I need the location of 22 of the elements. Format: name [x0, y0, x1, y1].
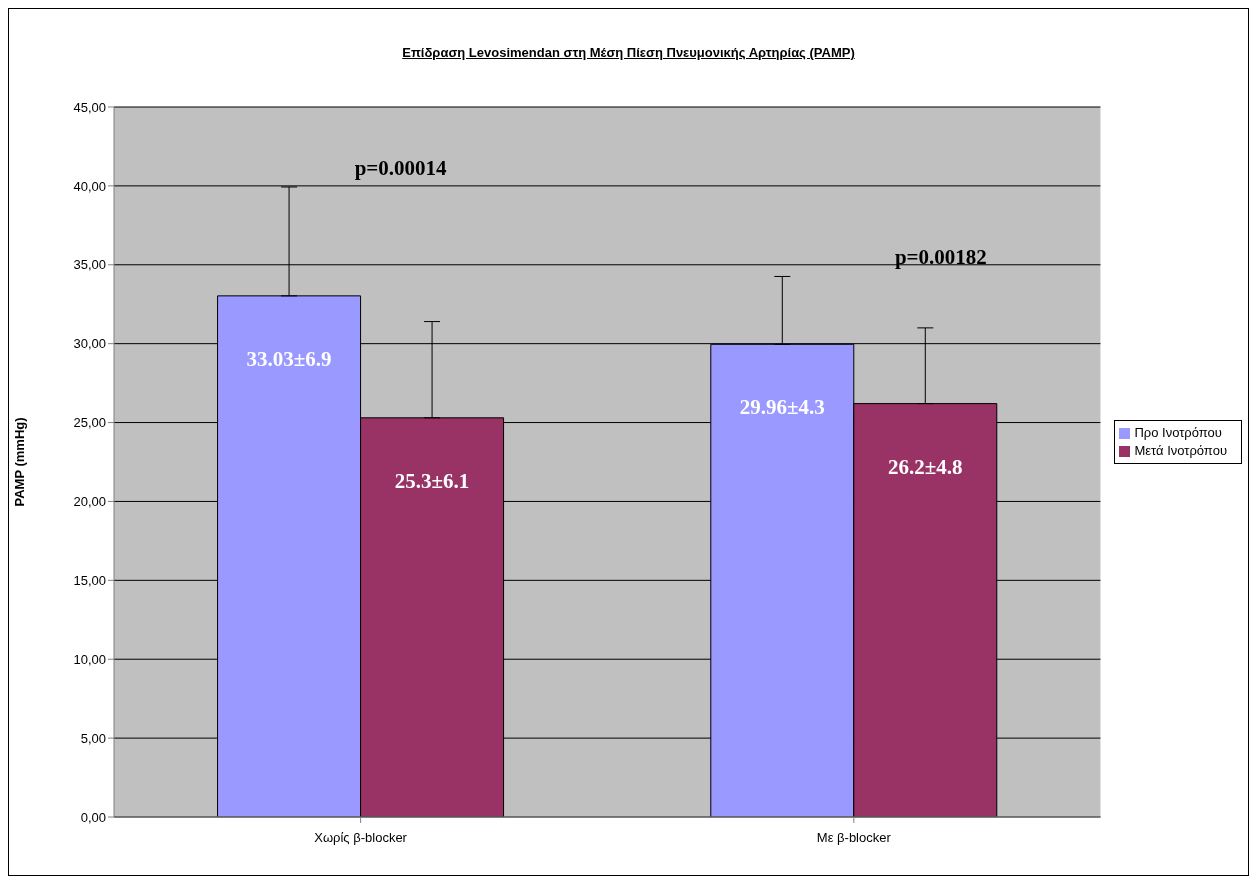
annotation: p=0.00014 [354, 155, 448, 180]
y-tick-label: 10,00 [73, 651, 106, 667]
y-tick-label: 25,00 [73, 415, 106, 431]
data-label: 25.3±6.1 [394, 468, 470, 493]
y-tick-label: 35,00 [73, 257, 106, 273]
annotation: p=0.00182 [894, 245, 987, 270]
x-tick-label: Χωρίς β-blocker [314, 830, 408, 846]
data-label: 33.03±6.9 [246, 346, 332, 371]
y-tick-label: 5,00 [80, 730, 106, 746]
y-tick-label: 20,00 [73, 494, 106, 510]
y-axis-title: PAMP (mmHg) [11, 417, 27, 507]
y-tick-label: 40,00 [73, 178, 106, 194]
data-label: 26.2±4.8 [888, 454, 963, 479]
y-tick-label: 45,00 [73, 99, 106, 115]
y-tick-label: 15,00 [73, 572, 106, 588]
x-tick-label: Με β-blocker [816, 830, 892, 846]
data-label: 29.96±4.3 [739, 395, 825, 420]
legend-label: Μετά Ινοτρόπου [1134, 443, 1227, 458]
y-tick-label: 0,00 [80, 809, 106, 825]
y-tick-label: 30,00 [73, 336, 106, 352]
chart-title: Επίδραση Levosimendan στη Μέση Πίεση Πνευμονικής Αρτηρίας (PAMP) [401, 45, 856, 60]
legend-label: Προ Ινοτρόπου [1134, 425, 1222, 440]
